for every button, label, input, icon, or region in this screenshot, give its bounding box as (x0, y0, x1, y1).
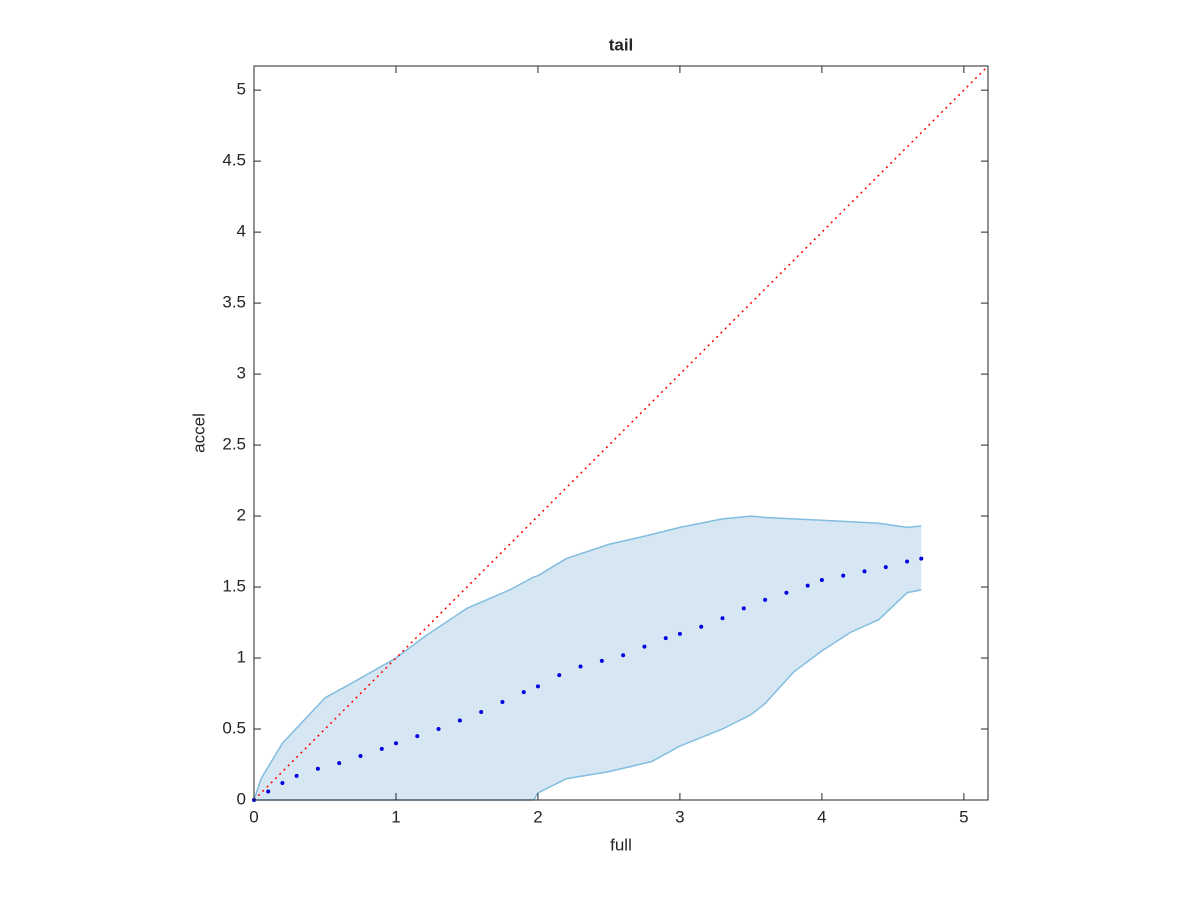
x-tick-label: 4 (817, 807, 826, 826)
point (883, 565, 888, 570)
point (763, 597, 768, 602)
point (535, 684, 540, 689)
point (521, 690, 526, 695)
point (805, 583, 810, 588)
point (720, 616, 725, 621)
point (415, 734, 420, 739)
y-tick-label: 4 (237, 222, 246, 241)
x-tick-label: 2 (533, 807, 542, 826)
band-fill (254, 516, 922, 800)
point (280, 780, 285, 785)
x-tick-label: 0 (249, 807, 258, 826)
point (699, 624, 704, 629)
y-tick-label: 0.5 (222, 718, 246, 737)
point (500, 700, 505, 705)
x-axis-label: full (610, 835, 632, 854)
point (905, 559, 910, 564)
point (266, 789, 271, 794)
point (294, 773, 299, 778)
reference-line (253, 65, 989, 801)
point (315, 766, 320, 771)
chart-title: tail (609, 35, 634, 54)
y-tick-label: 1 (237, 648, 246, 667)
y-tick-label: 3.5 (222, 293, 246, 312)
point (784, 590, 789, 595)
point (841, 573, 846, 578)
point (663, 636, 668, 641)
point (741, 606, 746, 611)
y-tick-label: 0 (237, 789, 246, 808)
y-tick-label: 3 (237, 364, 246, 383)
point (578, 664, 583, 669)
point (393, 741, 398, 746)
y-tick-label: 2 (237, 506, 246, 525)
x-tick-label: 3 (675, 807, 684, 826)
point (621, 653, 626, 658)
y-tick-label: 2.5 (222, 435, 246, 454)
x-tick-label: 5 (959, 807, 968, 826)
point (557, 673, 562, 678)
band-upper (253, 515, 922, 801)
point (337, 761, 342, 766)
point (358, 753, 363, 758)
point (919, 556, 924, 561)
point (862, 569, 867, 574)
point (457, 718, 462, 723)
point (436, 727, 441, 732)
y-tick-label: 4.5 (222, 151, 246, 170)
x-tick-label: 1 (391, 807, 400, 826)
point (599, 658, 604, 663)
y-axis-label: accel (189, 413, 208, 453)
y-tick-label: 1.5 (222, 577, 246, 596)
point (819, 577, 824, 582)
point (677, 631, 682, 636)
point (379, 746, 384, 751)
axes-box (253, 65, 989, 801)
point (479, 709, 484, 714)
point (642, 644, 647, 649)
y-tick-label: 5 (237, 80, 246, 99)
